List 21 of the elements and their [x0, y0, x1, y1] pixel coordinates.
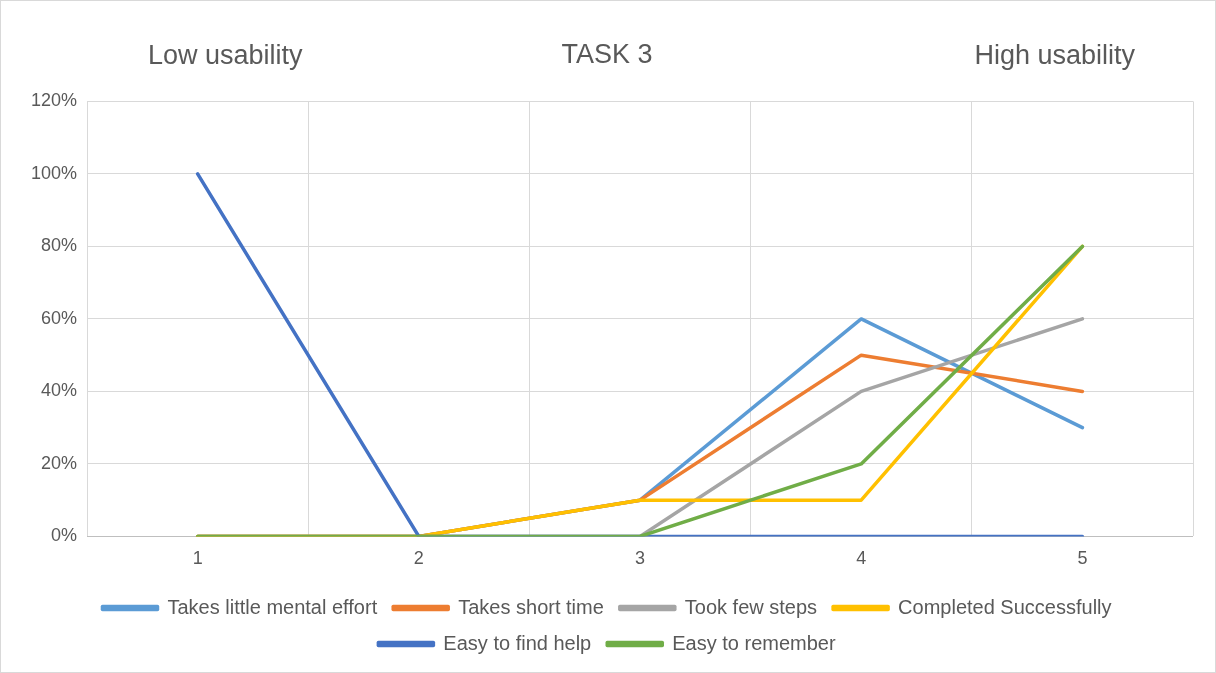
legend-label: Took few steps [684, 595, 818, 618]
x-tick-label: 3 [635, 548, 646, 569]
y-tick-label: 0% [51, 525, 78, 546]
x-tick-label: 2 [413, 548, 424, 569]
legend-label: Completed Successfully [898, 595, 1112, 618]
x-tick-label: 1 [192, 548, 203, 569]
legend-label: Easy to find help [443, 631, 592, 654]
y-tick-label: 80% [41, 235, 78, 256]
y-tick-label: 100% [30, 162, 78, 183]
legend-label: Easy to remember [672, 631, 836, 654]
y-tick-label: 20% [41, 452, 78, 473]
y-tick-label: 120% [30, 90, 78, 111]
x-tick-label: 5 [1077, 548, 1088, 569]
legend-label: Takes little mental effort [167, 595, 378, 618]
legend-label: Takes short time [458, 595, 604, 618]
text: Low usability [147, 40, 304, 71]
chart-title: TASK 3 [561, 38, 653, 69]
x-tick-label: 4 [856, 548, 867, 569]
text: High usability [974, 40, 1136, 71]
y-tick-label: 60% [41, 307, 78, 328]
y-tick-label: 40% [41, 380, 78, 401]
